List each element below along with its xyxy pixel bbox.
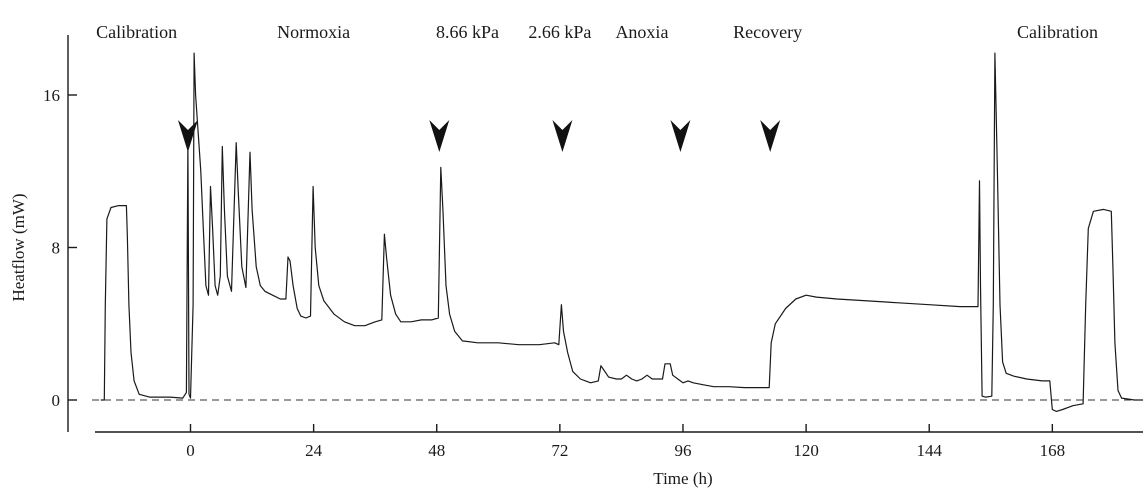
x-ticks: 0 24 48 72 96 120 144 168 xyxy=(186,424,1065,460)
heatflow-trace xyxy=(100,52,1143,412)
arrow-marker xyxy=(760,120,781,152)
x-tick-label: 144 xyxy=(916,441,942,460)
arrow-marker xyxy=(429,120,450,152)
y-tick-label: 16 xyxy=(43,86,60,105)
y-tick-label: 0 xyxy=(52,391,61,410)
x-tick-label: 48 xyxy=(428,441,445,460)
arrow-marker xyxy=(670,120,691,152)
arrow-markers xyxy=(177,120,781,152)
x-tick-label: 96 xyxy=(674,441,691,460)
y-axis-title: Heatflow (mW) xyxy=(9,193,28,301)
phase-label: Anoxia xyxy=(615,22,668,42)
y-ticks: 0 8 16 xyxy=(43,86,77,410)
phase-label: Calibration xyxy=(1017,22,1098,42)
phase-label: Recovery xyxy=(733,22,802,42)
x-tick-label: 0 xyxy=(186,441,195,460)
x-tick-label: 120 xyxy=(793,441,819,460)
arrow-marker xyxy=(177,120,198,152)
phase-label: 8.66 kPa xyxy=(436,22,499,42)
phase-label: Calibration xyxy=(96,22,177,42)
phase-labels: Calibration Normoxia 8.66 kPa 2.66 kPa Anoxi… xyxy=(96,22,1098,42)
x-tick-label: 72 xyxy=(551,441,568,460)
arrow-marker xyxy=(552,120,573,152)
x-tick-label: 168 xyxy=(1040,441,1066,460)
phase-label: Normoxia xyxy=(277,22,350,42)
x-tick-label: 24 xyxy=(305,441,323,460)
y-tick-label: 8 xyxy=(52,239,61,258)
phase-label: 2.66 kPa xyxy=(528,22,591,42)
x-axis-title: Time (h) xyxy=(653,469,712,488)
